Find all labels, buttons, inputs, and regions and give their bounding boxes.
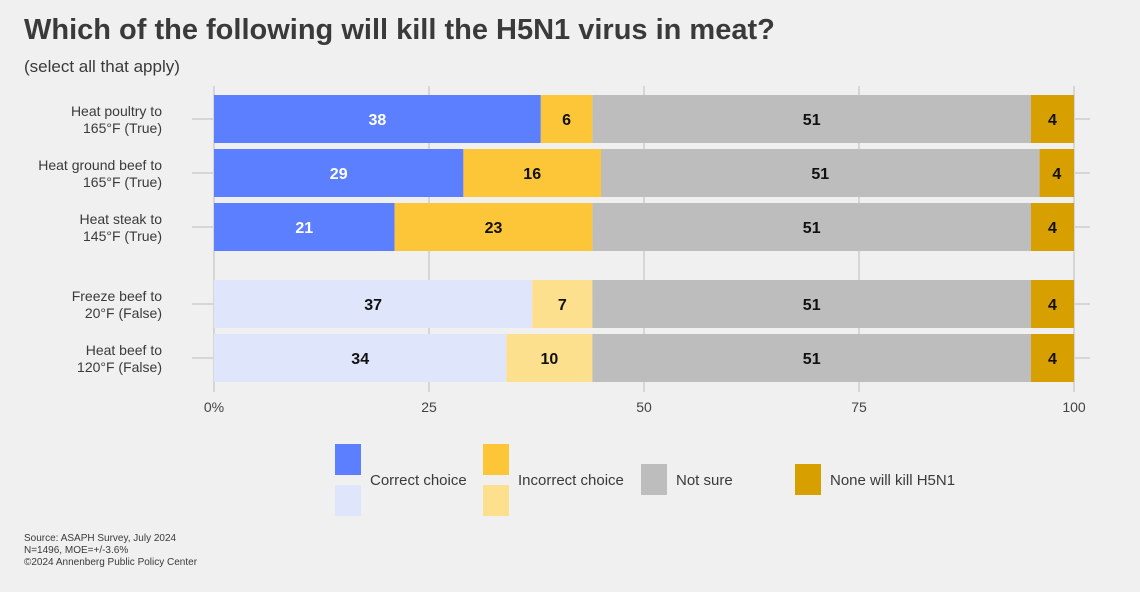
category-label: 165°F (True) <box>83 174 162 190</box>
data-label: 4 <box>1048 112 1057 129</box>
chart-title: Which of the following will kill the H5N… <box>24 14 775 46</box>
category-label: Freeze beef to <box>72 288 162 304</box>
chart-footer: Source: ASAPH Survey, July 2024 N=1496, … <box>24 533 197 569</box>
data-label: 51 <box>803 297 821 314</box>
legend-label: Incorrect choice <box>518 472 624 489</box>
bar-segment <box>1039 149 1074 197</box>
data-label: 38 <box>369 112 387 129</box>
data-label: 37 <box>364 297 382 314</box>
legend-swatch <box>335 485 361 516</box>
bar-segment <box>1031 203 1074 251</box>
bar-segment <box>540 95 593 143</box>
data-label: 4 <box>1048 297 1057 314</box>
data-label: 23 <box>485 220 503 237</box>
x-tick-label: 100 <box>1062 399 1086 415</box>
legend-swatch <box>795 464 821 495</box>
category-label: Heat steak to <box>80 211 163 227</box>
data-label: 29 <box>330 166 348 183</box>
legend-swatch <box>483 485 509 516</box>
footer-sample: N=1496, MOE=+/-3.6% <box>24 545 129 556</box>
data-label: 4 <box>1048 220 1057 237</box>
bar-segment <box>463 149 601 197</box>
legend-swatch <box>483 444 509 475</box>
category-label: Heat beef to <box>86 342 162 358</box>
bar-segment <box>214 280 533 328</box>
category-label: 120°F (False) <box>77 359 162 375</box>
bar-segment <box>592 203 1031 251</box>
chart-subtitle: (select all that apply) <box>24 57 180 76</box>
legend-label: Not sure <box>676 472 733 489</box>
data-label: 51 <box>811 166 829 183</box>
footer-source: Source: ASAPH Survey, July 2024 <box>24 533 177 544</box>
data-label: 6 <box>562 112 571 129</box>
bar-segment <box>601 149 1040 197</box>
data-label: 4 <box>1048 351 1057 368</box>
bar-segment <box>592 334 1031 382</box>
bar-segment <box>592 280 1031 328</box>
legend-swatch <box>335 444 361 475</box>
data-label: 4 <box>1052 166 1061 183</box>
data-label: 51 <box>803 112 821 129</box>
data-label: 51 <box>803 220 821 237</box>
legend-label: None will kill H5N1 <box>830 472 955 489</box>
category-label: 20°F (False) <box>85 305 162 321</box>
bar-segment <box>214 203 395 251</box>
data-label: 21 <box>295 220 313 237</box>
bar-segment <box>214 149 464 197</box>
category-label: 145°F (True) <box>83 228 162 244</box>
bar-segment <box>1031 334 1074 382</box>
x-tick-label: 75 <box>851 399 867 415</box>
category-label: Heat ground beef to <box>38 157 162 173</box>
bar-segment <box>1031 95 1074 143</box>
category-label: Heat poultry to <box>71 103 162 119</box>
bar-segment <box>532 280 593 328</box>
x-tick-label: 25 <box>421 399 437 415</box>
data-label: 51 <box>803 351 821 368</box>
x-tick-label: 50 <box>636 399 652 415</box>
data-label: 7 <box>558 297 567 314</box>
legend-swatch <box>641 464 667 495</box>
bar-segment <box>1031 280 1074 328</box>
x-tick-label: 0% <box>204 399 224 415</box>
category-label: 165°F (True) <box>83 120 162 136</box>
bar-segment <box>394 203 593 251</box>
bar-segment <box>592 95 1031 143</box>
bar-segment <box>506 334 593 382</box>
footer-copyright: ©2024 Annenberg Public Policy Center <box>24 557 198 568</box>
legend-label: Correct choice <box>370 472 467 489</box>
data-label: 34 <box>351 351 369 368</box>
bar-segment <box>214 334 507 382</box>
bar-segment <box>214 95 541 143</box>
data-label: 16 <box>523 166 541 183</box>
data-label: 10 <box>541 351 559 368</box>
